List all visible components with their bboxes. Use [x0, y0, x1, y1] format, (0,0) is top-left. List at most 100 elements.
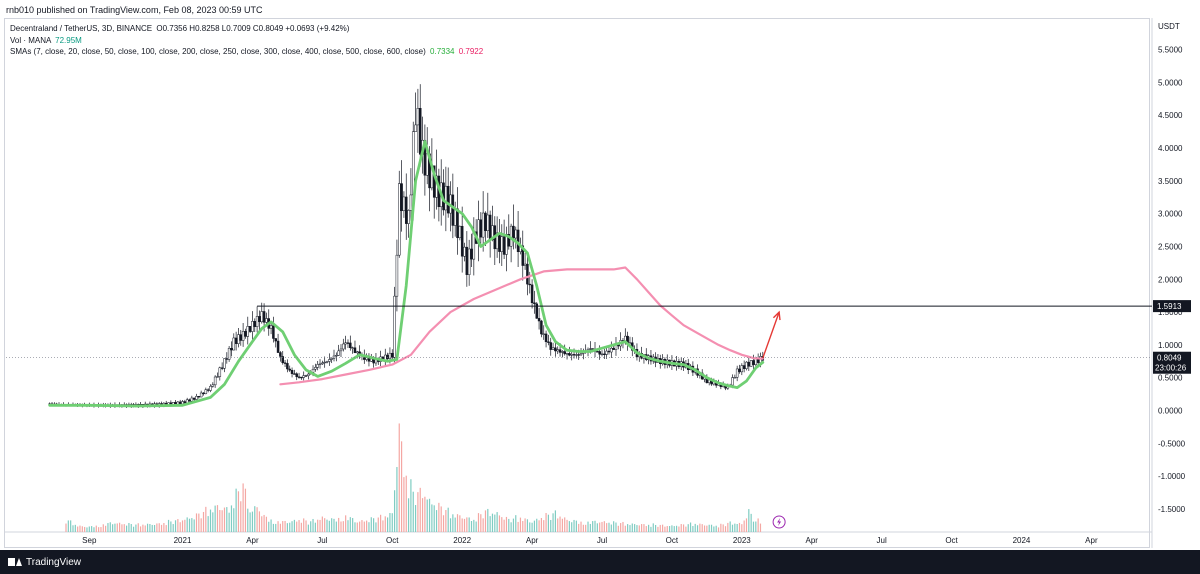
volume-bar [102, 524, 104, 532]
volume-bar [223, 507, 226, 532]
volume-bar [270, 519, 272, 532]
volume-bar [88, 526, 90, 532]
candle-body [540, 320, 543, 335]
volume-bar [328, 520, 330, 532]
volume-bar [244, 488, 247, 532]
volume-bar [174, 520, 177, 532]
volume-bar [242, 483, 244, 532]
volume-bar [536, 518, 538, 532]
volume-bar [188, 518, 191, 532]
volume-bar [510, 522, 512, 532]
volume-bar [603, 521, 605, 532]
volume-bar [79, 525, 81, 532]
volume-bar [722, 524, 724, 532]
candle-body [467, 248, 471, 275]
volume-bar [466, 517, 468, 532]
bar-countdown-label: 23:00:26 [1155, 364, 1187, 373]
time-tick-label: Jul [317, 536, 327, 545]
candle-body [195, 396, 198, 400]
candle-body [244, 331, 247, 337]
volume-bar [84, 526, 86, 532]
volume-bar [682, 524, 685, 532]
candle-body [610, 347, 613, 353]
candle-body [747, 361, 751, 367]
volume-bar [226, 507, 228, 532]
candle-body [351, 347, 354, 349]
tradingview-logo[interactable]: TradingView [8, 557, 81, 568]
candle-body [274, 338, 277, 342]
volume-bar [515, 515, 517, 532]
time-tick-label: Apr [806, 536, 819, 545]
volume-bar [655, 524, 657, 532]
candle-body [486, 214, 490, 231]
volume-bar [645, 526, 647, 532]
volume-bar [247, 508, 249, 532]
volume-bar [433, 505, 435, 532]
volume-bar [393, 490, 396, 532]
volume-bar [587, 521, 589, 532]
volume-bar [524, 518, 526, 532]
last-price-label: 0.8049 [1157, 354, 1182, 363]
volume-bar [265, 516, 268, 532]
price-chart[interactable]: USDT 5.5000 5.0000 4.5000 4.0000 3.5000 3.0000… [0, 0, 1200, 550]
volume-bar [540, 518, 543, 532]
price-tick-label: 2.0000 [1158, 275, 1183, 284]
candle-body [286, 363, 289, 370]
candle-body [227, 347, 231, 360]
candle-body [572, 354, 576, 356]
projection-arrow-shaft[interactable] [762, 311, 780, 359]
projection-arrow-head [772, 310, 781, 321]
volume-bar [105, 525, 107, 532]
price-tick-label: 2.5000 [1158, 242, 1183, 251]
volume-bar [193, 519, 195, 532]
volume-bar [373, 518, 375, 532]
candle-body [323, 361, 326, 364]
volume-bar [519, 517, 522, 532]
volume-bar [710, 524, 713, 532]
volume-bar [195, 513, 198, 532]
candle-body [325, 361, 329, 363]
volume-bar [300, 522, 302, 532]
candle-body [416, 107, 420, 126]
candle-body [563, 351, 566, 355]
volume-bar [494, 514, 496, 532]
volume-bar [545, 512, 547, 532]
candle-body [318, 363, 322, 365]
volume-bar [200, 518, 202, 532]
volume-bar [165, 525, 167, 532]
symbol-label: Decentraland / TetherUS, 3D, BINANCE [10, 24, 153, 33]
volume-bar [123, 524, 125, 532]
time-tick-label: Apr [1085, 536, 1098, 545]
volume-bar [594, 520, 596, 532]
chart-panel[interactable] [4, 18, 1150, 548]
price-tick-label: 0.0000 [1158, 407, 1183, 416]
candle-body [579, 353, 583, 356]
volume-bar [177, 519, 179, 532]
time-tick-label: Oct [386, 536, 399, 545]
volume-label: Vol · MANA [10, 35, 51, 45]
volume-bar [219, 510, 221, 532]
candle-body [530, 284, 534, 304]
volume-bar [643, 524, 645, 532]
volume-bar [205, 506, 207, 532]
candle-body [404, 196, 408, 224]
candle-body [547, 341, 550, 343]
volume-bar [410, 479, 412, 532]
volume-bar [650, 526, 652, 532]
volume-bar [473, 519, 475, 532]
volume-bar [377, 517, 379, 532]
candle-body [507, 234, 511, 247]
volume-bar [589, 523, 591, 532]
time-tick-label: Oct [945, 536, 958, 545]
candle-body [537, 318, 541, 322]
volume-bar [342, 521, 344, 532]
candle-body [314, 367, 317, 370]
volume-bar [352, 518, 354, 532]
sma-value-slow: 0.7922 [458, 47, 484, 56]
candle-body [316, 364, 319, 368]
candle-body [409, 194, 413, 211]
candle-body [188, 399, 191, 402]
candle-body [192, 397, 196, 400]
candle-body [598, 351, 601, 355]
volume-bar [673, 526, 675, 532]
